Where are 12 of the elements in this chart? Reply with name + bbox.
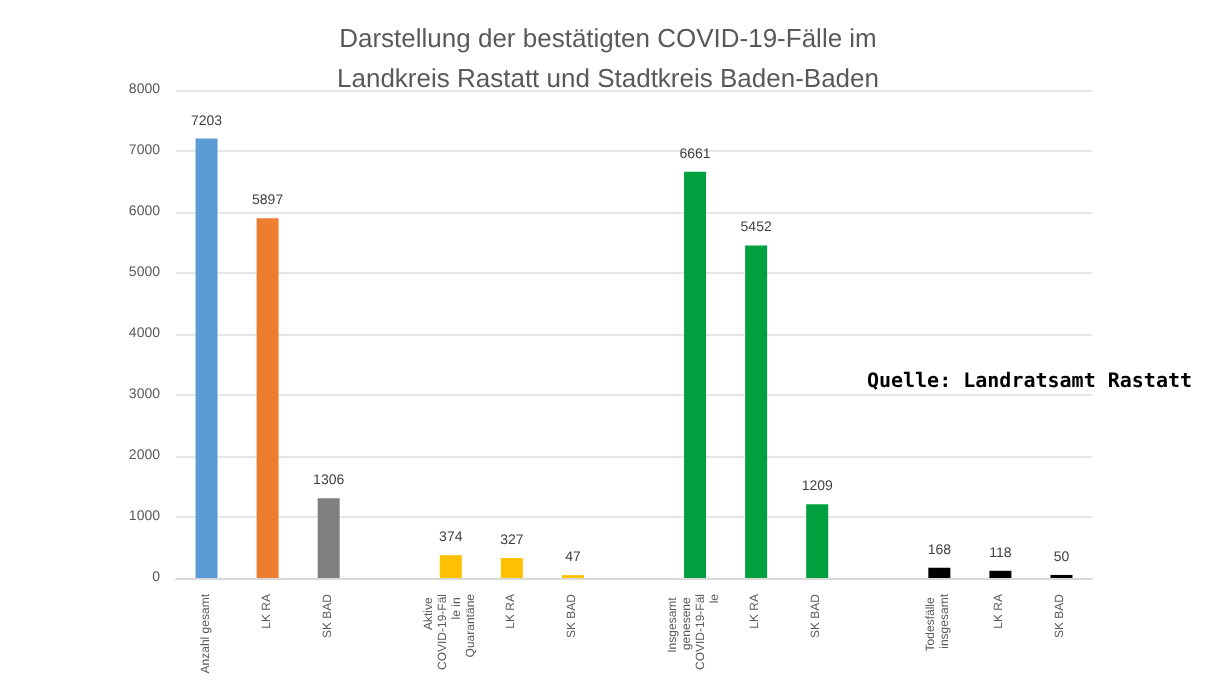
bar bbox=[989, 570, 1012, 578]
bar bbox=[745, 245, 768, 578]
bar bbox=[806, 504, 829, 578]
bar bbox=[195, 138, 218, 578]
bar bbox=[317, 498, 340, 578]
bar bbox=[439, 555, 462, 578]
chart-title: Darstellung der bestätigten COVID-19-Fälle im Landkreis Rastatt und Stadtkreis Baden-Baden bbox=[336, 23, 880, 93]
bar bbox=[684, 171, 707, 578]
bar bbox=[928, 567, 951, 578]
bar bbox=[256, 218, 279, 578]
annotation: Quelle: Landratsamt Rastatt bbox=[866, 371, 1193, 393]
bar bbox=[500, 558, 523, 578]
